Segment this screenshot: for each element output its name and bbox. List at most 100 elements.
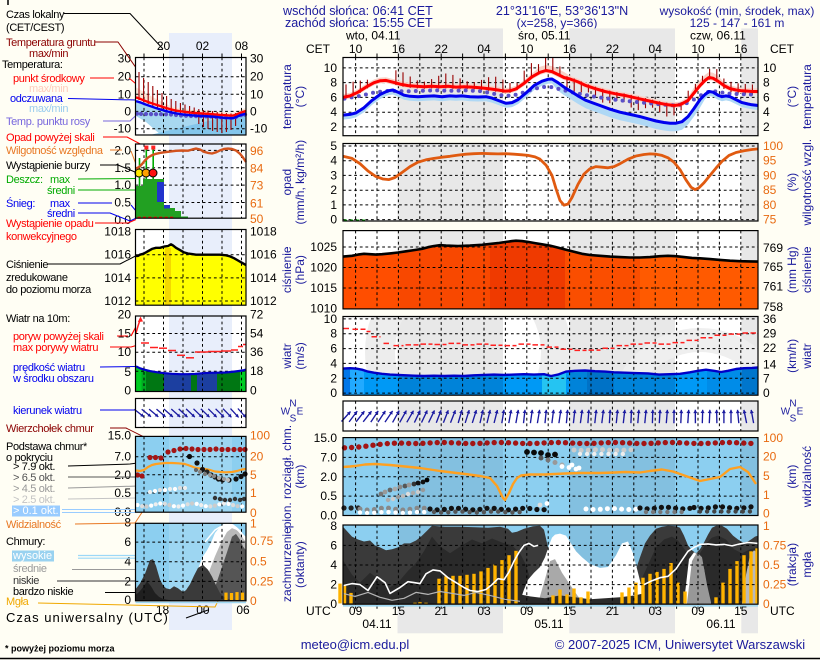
svg-text:50: 50 <box>250 212 264 226</box>
svg-text:10: 10 <box>520 42 534 56</box>
svg-text:Deszcz:: Deszcz: <box>6 174 43 186</box>
svg-text:10: 10 <box>118 345 132 359</box>
svg-text:15.0: 15.0 <box>108 428 132 442</box>
svg-text:04: 04 <box>649 42 663 56</box>
svg-text:10: 10 <box>250 87 264 101</box>
svg-text:zachód słońca: 15:55 CET: zachód słońca: 15:55 CET <box>285 16 433 30</box>
svg-text:2.0: 2.0 <box>114 143 131 157</box>
svg-text:20: 20 <box>118 308 132 322</box>
svg-text:0: 0 <box>250 594 257 608</box>
svg-text:03: 03 <box>477 604 491 618</box>
svg-text:> 7.9 okt.: > 7.9 okt. <box>13 461 55 473</box>
svg-text:wilgotność wzgl.: wilgotność wzgl. <box>800 139 814 227</box>
svg-text:(km): (km) <box>785 465 799 489</box>
svg-text:0.25: 0.25 <box>250 575 274 589</box>
svg-text:30: 30 <box>250 52 264 66</box>
svg-text:konwekcyjnego: konwekcyjnego <box>6 231 77 243</box>
svg-text:punkt środkowy: punkt środkowy <box>13 73 85 85</box>
svg-text:1015: 1015 <box>310 281 337 295</box>
svg-text:10: 10 <box>763 61 777 75</box>
svg-text:1018: 1018 <box>104 225 131 239</box>
svg-text:Ciśnienie: Ciśnienie <box>6 259 48 271</box>
svg-text:1.0: 1.0 <box>114 178 131 192</box>
svg-text:0.5: 0.5 <box>250 555 267 569</box>
svg-text:1: 1 <box>763 488 770 502</box>
svg-text:4: 4 <box>330 356 337 370</box>
svg-text:0: 0 <box>330 597 337 611</box>
svg-text:Czas lokalny: Czas lokalny <box>6 9 65 21</box>
svg-text:temperatura: temperatura <box>280 64 294 129</box>
svg-text:3: 3 <box>330 168 337 182</box>
svg-text:15.0: 15.0 <box>314 431 338 445</box>
svg-text:95: 95 <box>763 154 777 168</box>
svg-text:100: 100 <box>763 431 783 445</box>
svg-text:22: 22 <box>606 42 620 56</box>
svg-text:8: 8 <box>763 76 770 90</box>
svg-text:w środku obszaru: w środku obszaru <box>12 373 94 385</box>
svg-text:wysokość (min, środek, max): wysokość (min, środek, max) <box>659 4 815 18</box>
svg-text:21: 21 <box>435 604 449 618</box>
svg-text:6: 6 <box>124 535 131 549</box>
svg-text:30: 30 <box>118 52 132 66</box>
svg-text:72: 72 <box>250 308 264 322</box>
svg-text:5: 5 <box>763 469 770 483</box>
svg-text:(km): (km) <box>293 465 307 489</box>
svg-text:0: 0 <box>250 506 257 520</box>
svg-text:2.0: 2.0 <box>114 468 131 482</box>
svg-text:21°31'16"E, 53°36'13"N: 21°31'16"E, 53°36'13"N <box>496 4 628 18</box>
svg-text:0.5: 0.5 <box>114 486 131 500</box>
svg-text:śro, 05.11: śro, 05.11 <box>518 29 571 43</box>
svg-text:6: 6 <box>330 342 337 356</box>
svg-text:20: 20 <box>250 450 264 464</box>
svg-text:1: 1 <box>250 517 257 531</box>
svg-text:max: max <box>50 198 71 210</box>
svg-text:kierunek wiatru: kierunek wiatru <box>13 405 82 417</box>
svg-text:90: 90 <box>763 168 777 182</box>
svg-text:poryw powyżej skali: poryw powyżej skali <box>13 331 104 343</box>
svg-text:E: E <box>797 407 804 418</box>
svg-text:20: 20 <box>250 70 264 84</box>
svg-text:6: 6 <box>330 538 337 552</box>
svg-text:1014: 1014 <box>250 271 277 285</box>
svg-text:6: 6 <box>330 90 337 104</box>
svg-text:1010: 1010 <box>310 301 337 315</box>
svg-text:73: 73 <box>250 178 264 192</box>
svg-text:02: 02 <box>196 39 210 53</box>
svg-text:8: 8 <box>330 76 337 90</box>
svg-text:100: 100 <box>763 139 783 153</box>
svg-text:16: 16 <box>392 42 406 56</box>
svg-text:(oktanty): (oktanty) <box>293 541 307 588</box>
svg-text:średni: średni <box>47 185 75 197</box>
svg-text:max: max <box>50 174 71 186</box>
svg-text:czw, 06.11: czw, 06.11 <box>690 29 746 43</box>
svg-text:10: 10 <box>691 42 705 56</box>
svg-text:14: 14 <box>763 357 777 371</box>
svg-text:16: 16 <box>563 42 577 56</box>
svg-text:> 0.1 okt.: > 0.1 okt. <box>13 505 59 517</box>
svg-text:5: 5 <box>330 139 337 153</box>
svg-text:S: S <box>790 414 797 425</box>
svg-text:Czas uniwersalny (UTC): Czas uniwersalny (UTC) <box>6 610 169 625</box>
svg-text:0.75: 0.75 <box>250 534 274 548</box>
svg-text:średni: średni <box>47 208 75 220</box>
svg-text:4: 4 <box>763 105 770 119</box>
svg-text:0: 0 <box>763 507 770 521</box>
svg-text:2: 2 <box>330 578 337 592</box>
svg-text:ciśnienie: ciśnienie <box>280 246 294 293</box>
svg-text:75: 75 <box>763 213 777 227</box>
svg-text:15: 15 <box>734 604 748 618</box>
svg-text:(CET/CEST): (CET/CEST) <box>6 22 64 34</box>
svg-text:-10: -10 <box>114 122 132 136</box>
svg-text:4: 4 <box>330 105 337 119</box>
svg-text:18: 18 <box>156 603 170 617</box>
svg-text:8: 8 <box>330 519 337 533</box>
svg-text:0: 0 <box>250 104 257 118</box>
svg-text:(x=258, y=366): (x=258, y=366) <box>517 16 598 30</box>
svg-text:zachmurzenie: zachmurzenie <box>280 527 294 602</box>
svg-text:N: N <box>789 399 796 410</box>
svg-text:odczuwana: odczuwana <box>10 93 64 105</box>
svg-text:opad: opad <box>280 169 294 196</box>
svg-text:0.0: 0.0 <box>320 509 337 523</box>
svg-text:Mgła: Mgła <box>6 596 30 608</box>
svg-text:Podstawa chmur*: Podstawa chmur* <box>6 441 88 453</box>
